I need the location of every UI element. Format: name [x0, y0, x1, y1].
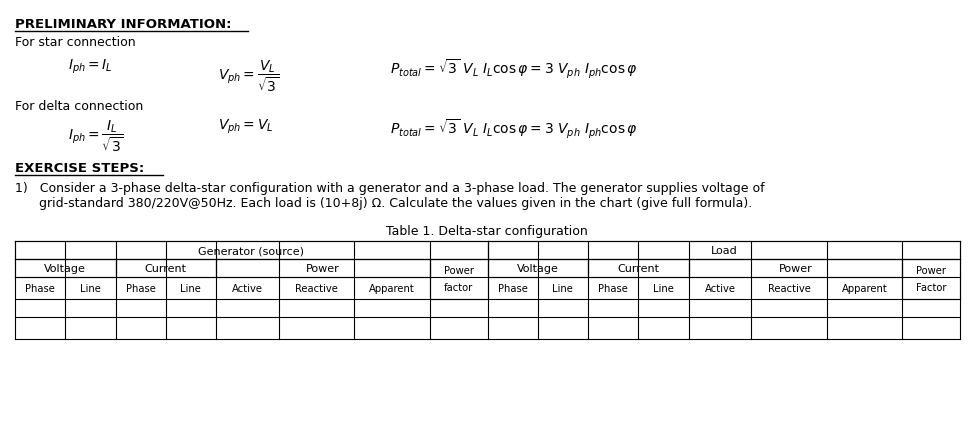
Text: PRELIMINARY INFORMATION:: PRELIMINARY INFORMATION: [15, 18, 231, 31]
Bar [430, 260, 487, 299]
Text: For star connection: For star connection [15, 36, 136, 49]
Text: $P_{total} = \sqrt{3}\ V_L\ I_L\cos\varphi = 3\ V_{ph}\ I_{ph}\cos\varphi$: $P_{total} = \sqrt{3}\ V_L\ I_L\cos\varp… [390, 118, 638, 141]
Bar [689, 260, 902, 277]
Bar [903, 260, 959, 299]
Bar [116, 260, 215, 277]
Text: Line: Line [80, 283, 100, 294]
Bar [488, 260, 587, 277]
Text: Reactive: Reactive [295, 283, 338, 294]
Text: Voltage: Voltage [44, 263, 86, 273]
Text: $I_{ph} = I_L$: $I_{ph} = I_L$ [68, 58, 113, 76]
Text: Current: Current [617, 263, 659, 273]
Bar [488, 242, 959, 259]
Text: Power: Power [916, 265, 946, 275]
Bar [16, 242, 487, 259]
Bar [589, 260, 688, 277]
Text: grid-standard 380/220V@50Hz. Each load is (10+8j) Ω. Calculate the values given : grid-standard 380/220V@50Hz. Each load i… [15, 196, 753, 210]
Text: Current: Current [145, 263, 187, 273]
Text: Generator (source): Generator (source) [198, 245, 304, 256]
Text: Apparent: Apparent [370, 283, 415, 294]
Text: Table 1. Delta-star configuration: Table 1. Delta-star configuration [386, 225, 588, 237]
Text: $I_{ph} = \dfrac{I_L}{\sqrt{3}}$: $I_{ph} = \dfrac{I_L}{\sqrt{3}}$ [68, 118, 124, 153]
Text: Apparent: Apparent [841, 283, 887, 294]
Text: Active: Active [232, 283, 263, 294]
Text: Phase: Phase [497, 283, 527, 294]
Text: Line: Line [553, 283, 573, 294]
Text: For delta connection: For delta connection [15, 100, 143, 113]
Text: Factor: Factor [916, 282, 947, 292]
Text: Voltage: Voltage [517, 263, 559, 273]
Text: EXERCISE STEPS:: EXERCISE STEPS: [15, 161, 144, 175]
Text: $V_{ph} = V_L$: $V_{ph} = V_L$ [218, 118, 274, 136]
Text: Phase: Phase [25, 283, 55, 294]
Text: Power: Power [778, 263, 812, 273]
Text: 1)   Consider a 3-phase delta-star configuration with a generator and a 3-phase : 1) Consider a 3-phase delta-star configu… [15, 181, 764, 195]
Text: Reactive: Reactive [767, 283, 810, 294]
Text: Load: Load [711, 245, 737, 256]
Text: $V_{ph} = \dfrac{V_L}{\sqrt{3}}$: $V_{ph} = \dfrac{V_L}{\sqrt{3}}$ [218, 58, 280, 93]
Text: Phase: Phase [599, 283, 628, 294]
Bar [16, 260, 115, 277]
Text: Phase: Phase [126, 283, 156, 294]
Bar [216, 260, 429, 277]
Text: factor: factor [444, 282, 473, 292]
Text: Power: Power [306, 263, 339, 273]
Text: Line: Line [653, 283, 674, 294]
Text: Power: Power [444, 265, 474, 275]
Text: Line: Line [180, 283, 202, 294]
Text: Active: Active [705, 283, 735, 294]
Text: $P_{total} = \sqrt{3}\ V_L\ I_L\cos\varphi = 3\ V_{ph}\ I_{ph}\cos\varphi$: $P_{total} = \sqrt{3}\ V_L\ I_L\cos\varp… [390, 58, 638, 81]
